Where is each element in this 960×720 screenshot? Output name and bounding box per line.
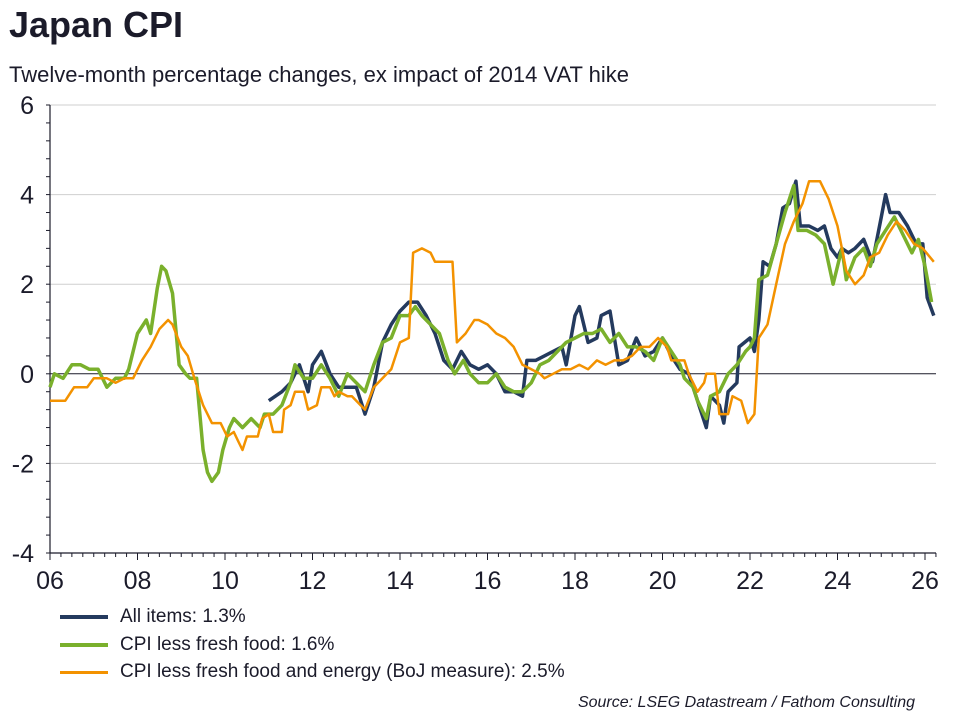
legend-swatch <box>60 670 108 674</box>
y-tick-label: -2 <box>12 450 34 478</box>
legend-swatch <box>60 643 108 647</box>
series-line-2 <box>50 179 935 452</box>
y-tick-label: 4 <box>20 182 34 210</box>
legend-label: All items: 1.3% <box>120 606 246 627</box>
x-tick-label: 22 <box>736 567 764 595</box>
y-tick-label: 2 <box>20 271 34 299</box>
legend-swatch <box>60 615 108 619</box>
series-line-1 <box>48 183 934 484</box>
x-tick-label: 26 <box>911 567 939 595</box>
x-tick-label: 16 <box>474 567 502 595</box>
legend-label: CPI less fresh food: 1.6% <box>120 634 335 655</box>
legend-item-boj-measure: CPI less fresh food and energy (BoJ meas… <box>60 661 565 683</box>
series-line-0 <box>267 179 936 430</box>
legend-item-all-items: All items: 1.3% <box>60 606 246 628</box>
x-tick-label: 20 <box>649 567 677 595</box>
y-tick-label: 6 <box>20 92 34 120</box>
x-tick-label: 18 <box>561 567 589 595</box>
y-tick-label: -4 <box>12 540 34 568</box>
legend-item-less-fresh-food: CPI less fresh food: 1.6% <box>60 634 334 656</box>
source-note: Source: LSEG Datastream / Fathom Consult… <box>577 694 915 711</box>
chart-title: Japan CPI <box>9 4 184 45</box>
legend-label: CPI less fresh food and energy (BoJ meas… <box>120 661 565 682</box>
chart-subtitle: Twelve-month percentage changes, ex impa… <box>9 62 630 87</box>
y-tick-label: 0 <box>20 361 34 389</box>
x-tick-label: 14 <box>386 567 414 595</box>
x-tick-label: 12 <box>299 567 327 595</box>
x-tick-label: 06 <box>36 567 64 595</box>
x-tick-label: 08 <box>124 567 152 595</box>
x-tick-label: 10 <box>211 567 239 595</box>
x-tick-label: 24 <box>824 567 852 595</box>
